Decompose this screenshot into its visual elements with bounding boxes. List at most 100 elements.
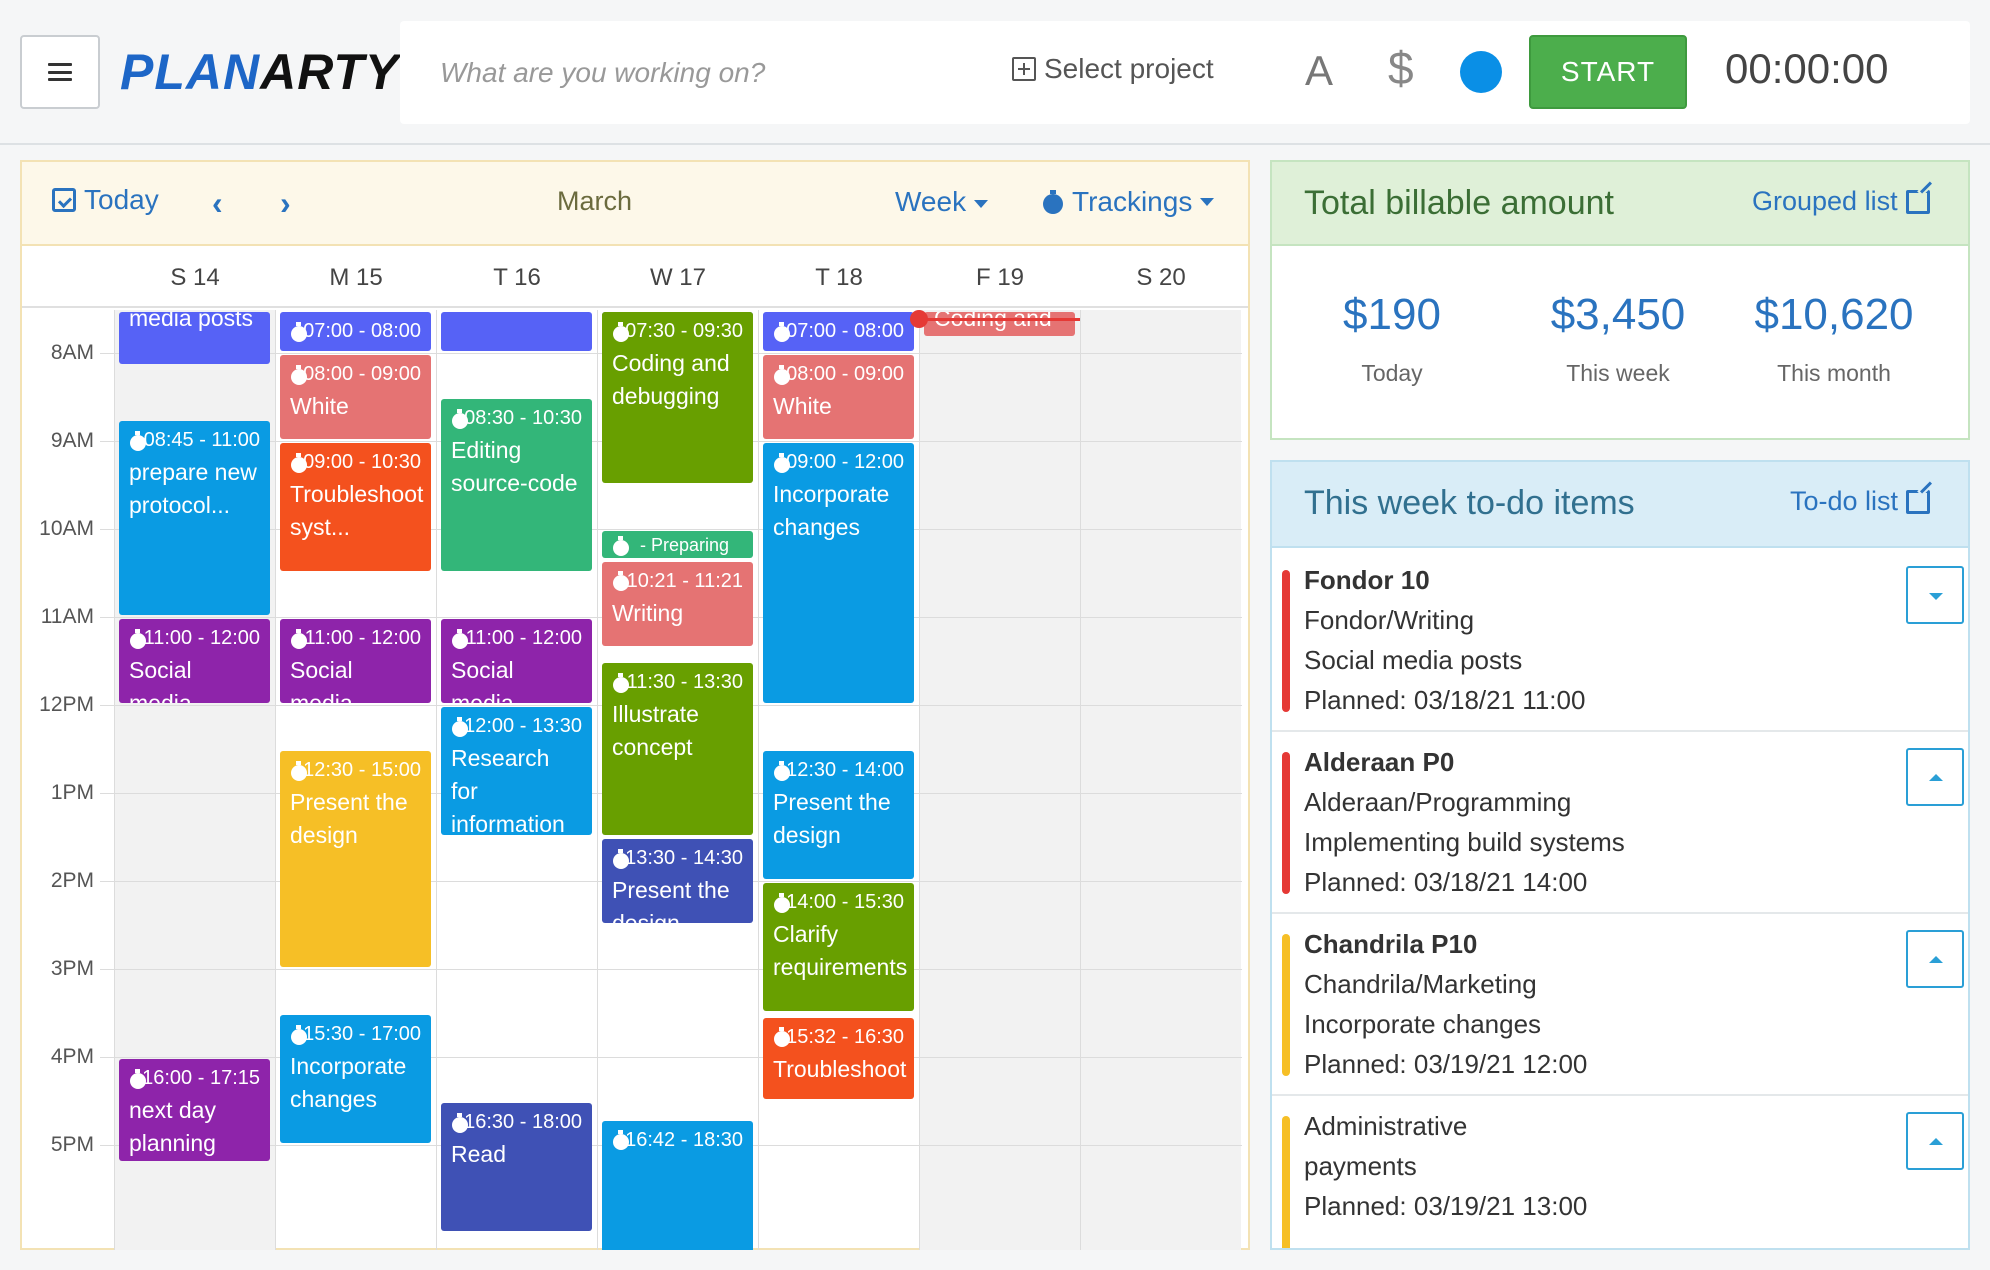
event-time-text: 09:00 - 10:30 xyxy=(303,451,421,473)
collapse-button[interactable] xyxy=(1906,930,1964,988)
calendar-event[interactable]: media posts xyxy=(119,312,270,365)
amount-today: $190 xyxy=(1343,290,1441,339)
todo-list-link[interactable]: To-do list xyxy=(1790,486,1931,517)
trackings-dropdown[interactable]: Trackings xyxy=(1042,186,1215,218)
today-button[interactable]: Today xyxy=(52,184,159,216)
day-header[interactable]: M 15 xyxy=(329,264,383,291)
calendar-event[interactable]: 15:32 - 16:30 Troubleshoot xyxy=(763,1017,914,1099)
event-title: Social media xyxy=(129,657,192,703)
stopwatch-icon xyxy=(290,1024,308,1045)
collapse-button[interactable] xyxy=(1906,748,1964,806)
menu-button[interactable] xyxy=(20,35,100,109)
calendar-event[interactable]: 12:30 - 14:00 Present the design xyxy=(763,751,914,879)
todo-details: Administrative payments Planned: 03/19/21 … xyxy=(1304,1106,1587,1226)
day-header[interactable]: T 18 xyxy=(815,264,863,291)
day-column[interactable] xyxy=(436,310,597,1250)
stopwatch-icon xyxy=(129,430,145,451)
calendar-event[interactable]: 11:00 - 12:00 Social media xyxy=(441,619,592,703)
todo-panel: This week to-do items To-do list Fondor … xyxy=(1270,460,1970,1250)
calendar-event[interactable]: 09:00 - 12:00 Incorporate changes xyxy=(763,443,914,703)
event-title: Writing xyxy=(612,599,684,626)
stopwatch-icon xyxy=(612,535,630,556)
todo-item[interactable]: Chandrila P10 Chandrila/Marketing Incorpor… xyxy=(1272,914,1968,1096)
amount-today-label: Today xyxy=(1361,360,1423,386)
amount-week: $3,450 xyxy=(1550,290,1686,339)
calendar-event[interactable]: 12:00 - 13:30 Research for information xyxy=(441,707,592,835)
select-project-button[interactable]: Select project xyxy=(1012,53,1214,85)
calendar-event[interactable]: 11:30 - 13:30 Illustrate concept xyxy=(602,663,753,835)
todo-item[interactable]: Fondor 10 Fondor/Writing Social media post… xyxy=(1272,550,1968,732)
event-time-text: 11:30 - 13:30 xyxy=(626,671,743,693)
trackings-label: Trackings xyxy=(1072,186,1193,217)
hour-label: 2PM xyxy=(50,869,94,892)
event-title: Present the design xyxy=(773,789,891,848)
event-time: - Preparing xyxy=(612,535,743,556)
stopwatch-icon xyxy=(451,716,469,737)
collapse-button[interactable] xyxy=(1906,1112,1964,1170)
calendar-event[interactable]: - Preparing xyxy=(602,531,753,558)
event-time: 16:00 - 17:15 xyxy=(129,1067,260,1090)
day-header[interactable]: T 16 xyxy=(493,264,541,291)
calendar-event[interactable]: 16:00 - 17:15 next day planning xyxy=(119,1059,270,1161)
calendar-event[interactable]: 11:00 - 12:00 Social media xyxy=(280,619,431,703)
grouped-list-link[interactable]: Grouped list xyxy=(1752,186,1930,217)
day-column[interactable] xyxy=(758,310,919,1250)
app-logo[interactable]: PLANARTY xyxy=(120,30,449,114)
todo-item[interactable]: Administrative payments Planned: 03/19/21 … xyxy=(1272,1096,1968,1248)
day-column[interactable] xyxy=(597,310,758,1250)
calendar-event[interactable]: 08:00 - 09:00 White xyxy=(280,355,431,439)
calendar-event[interactable]: 08:45 - 11:00 prepare new protocol... xyxy=(119,421,270,615)
calendar-event[interactable]: 15:30 - 17:00 Incorporate changes xyxy=(280,1015,431,1143)
event-title: media posts xyxy=(129,312,254,331)
calendar-event[interactable]: 08:00 - 09:00 White xyxy=(763,355,914,439)
calendar-event[interactable]: 16:30 - 18:00 Read xyxy=(441,1103,592,1231)
todo-planned: Planned: 03/19/21 12:00 xyxy=(1304,1049,1588,1079)
hour-label: 4PM xyxy=(50,1045,94,1068)
day-header[interactable]: F 19 xyxy=(975,264,1025,291)
billable-header: Total billable amount Grouped list xyxy=(1272,162,1968,246)
calendar-event[interactable]: 12:30 - 15:00 Present the design xyxy=(280,751,431,967)
day-header[interactable]: S 14 xyxy=(170,264,220,291)
calendar-event[interactable]: 07:00 - 08:00 Article xyxy=(763,312,914,351)
start-button[interactable]: START xyxy=(1529,35,1687,109)
event-time: 11:00 - 12:00 xyxy=(451,627,582,650)
day-header[interactable]: W 17 xyxy=(649,264,706,291)
day-column[interactable] xyxy=(275,310,436,1250)
calendar-event[interactable]: 09:00 - 10:30 Troubleshoot syst... xyxy=(280,443,431,571)
event-title: Article xyxy=(773,347,904,351)
calendar-event[interactable]: 13:30 - 14:30 Present the design xyxy=(602,839,753,923)
calendar-event[interactable]: Coding and xyxy=(924,312,1075,336)
logo-text-arty: ARTY xyxy=(260,44,400,100)
day-header[interactable]: S 20 xyxy=(1136,264,1186,291)
calendar-event[interactable]: 08:30 - 10:30 Editing source-code xyxy=(441,399,592,571)
calendar-event[interactable]: 07:00 - 08:00 Article xyxy=(280,312,431,351)
next-week-button[interactable]: › xyxy=(280,187,300,219)
calendar-event[interactable]: 10:21 - 11:21 Writing xyxy=(602,561,753,646)
hour-label: 12PM xyxy=(39,693,94,716)
prev-week-button[interactable]: ‹ xyxy=(212,187,232,219)
stopwatch-icon xyxy=(451,408,469,429)
stopwatch-icon xyxy=(612,672,628,693)
billable-dollar-icon[interactable]: $ xyxy=(1388,42,1414,94)
todo-item[interactable]: Alderaan P0 Alderaan/Programming Implement… xyxy=(1272,732,1968,914)
view-label: Week xyxy=(895,186,967,217)
task-description-input[interactable] xyxy=(440,51,1000,95)
calendar-event[interactable]: 07:30 - 09:30 Coding and debugging xyxy=(602,312,753,483)
color-picker-dot[interactable] xyxy=(1460,51,1502,93)
calendar-event[interactable] xyxy=(441,312,592,351)
day-column[interactable] xyxy=(919,310,1080,1250)
todo-task: Social media posts xyxy=(1304,645,1523,675)
hour-label: 11AM xyxy=(40,605,94,628)
tag-button[interactable]: A xyxy=(1305,47,1334,94)
month-label: March xyxy=(557,186,633,216)
top-bar: PLANARTY Select project A $ START 00:00:… xyxy=(0,0,1990,145)
todo-title: This week to-do items xyxy=(1304,484,1635,522)
day-column[interactable] xyxy=(1080,310,1241,1250)
view-dropdown[interactable]: Week xyxy=(895,186,989,218)
expand-button[interactable] xyxy=(1906,566,1964,624)
calendar-event[interactable]: 11:00 - 12:00 Social media xyxy=(119,619,270,703)
calendar-event[interactable]: 16:42 - 18:30 xyxy=(602,1120,753,1250)
caret-down-icon xyxy=(974,199,989,208)
todo-planned: Planned: 03/18/21 11:00 xyxy=(1304,685,1586,715)
calendar-event[interactable]: 14:00 - 15:30 Clarify requirements xyxy=(763,883,914,1011)
